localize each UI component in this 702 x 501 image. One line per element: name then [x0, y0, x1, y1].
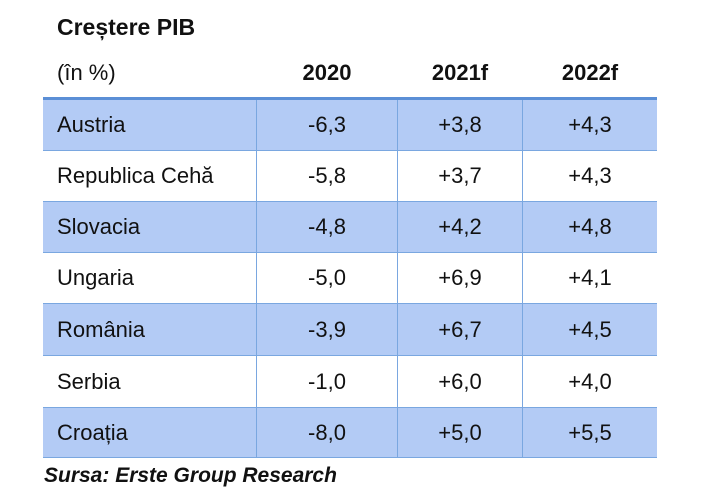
value-cell: +3,7	[438, 163, 482, 188]
column-divider	[256, 253, 257, 303]
column-divider	[256, 356, 257, 407]
table-row: Serbia -1,0 +6,0 +4,0	[43, 356, 657, 408]
column-divider	[256, 202, 257, 252]
value-cell: -5,0	[308, 265, 346, 290]
country-cell: România	[57, 316, 146, 342]
column-divider	[522, 356, 523, 407]
table-row: Ungaria -5,0 +6,9 +4,1	[43, 253, 657, 304]
value-cell: +6,0	[438, 368, 482, 394]
column-divider	[522, 304, 523, 355]
column-divider	[522, 100, 523, 150]
column-divider	[397, 253, 398, 303]
value-cell: +5,5	[568, 419, 612, 445]
table-row: Austria -6,3 +3,8 +4,3	[43, 100, 657, 151]
column-divider	[397, 356, 398, 407]
table-row: România -3,9 +6,7 +4,5	[43, 304, 657, 356]
value-cell: +4,3	[568, 112, 612, 137]
table-title: Creștere PIB	[57, 14, 196, 40]
country-cell: Slovacia	[57, 214, 141, 239]
column-divider	[397, 408, 398, 457]
value-cell: +4,5	[568, 316, 612, 342]
value-cell: +4,8	[568, 214, 612, 239]
value-cell: -3,9	[308, 316, 346, 342]
column-divider	[397, 304, 398, 355]
column-divider	[522, 408, 523, 457]
value-cell: -8,0	[308, 419, 346, 445]
table-row: Croația -8,0 +5,0 +5,5	[43, 408, 657, 458]
source-note: Sursa: Erste Group Research	[44, 464, 337, 487]
column-divider	[256, 100, 257, 150]
value-cell: +6,9	[438, 265, 482, 290]
value-cell: +3,8	[438, 112, 482, 137]
table-header-row: (în %) 2020 2021f 2022f	[43, 52, 657, 100]
column-divider	[256, 304, 257, 355]
value-cell: +4,1	[568, 265, 612, 290]
column-header-2021f: 2021f	[431, 60, 489, 85]
country-cell: Austria	[57, 112, 126, 137]
column-divider	[522, 253, 523, 303]
column-divider	[522, 202, 523, 252]
country-cell: Republica Cehă	[57, 163, 214, 188]
country-cell: Serbia	[57, 368, 121, 394]
value-cell: +6,7	[438, 316, 482, 342]
unit-label: (în %)	[57, 60, 116, 85]
value-cell: +4,0	[568, 368, 612, 394]
column-divider	[397, 202, 398, 252]
column-divider	[397, 151, 398, 201]
column-header-2022f: 2022f	[561, 60, 619, 85]
column-divider	[397, 100, 398, 150]
table-body: Austria -6,3 +3,8 +4,3 Republica Cehă -5,8 +3,…	[43, 100, 657, 458]
value-cell: +4,2	[438, 214, 482, 239]
table-row: Republica Cehă -5,8 +3,7 +4,3	[43, 151, 657, 202]
country-cell: Croația	[57, 419, 128, 445]
gdp-growth-table: (în %) 2020 2021f 2022f Austria -6,3 +3,8 +…	[43, 52, 657, 458]
value-cell: +5,0	[438, 419, 482, 445]
column-divider	[256, 151, 257, 201]
country-cell: Ungaria	[57, 265, 135, 290]
value-cell: -6,3	[308, 112, 346, 137]
value-cell: -4,8	[308, 214, 346, 239]
table-row: Slovacia -4,8 +4,2 +4,8	[43, 202, 657, 253]
column-divider	[522, 151, 523, 201]
column-divider	[256, 408, 257, 457]
value-cell: -5,8	[308, 163, 346, 188]
column-header-2020: 2020	[302, 60, 352, 85]
value-cell: +4,3	[568, 163, 612, 188]
value-cell: -1,0	[308, 368, 346, 394]
